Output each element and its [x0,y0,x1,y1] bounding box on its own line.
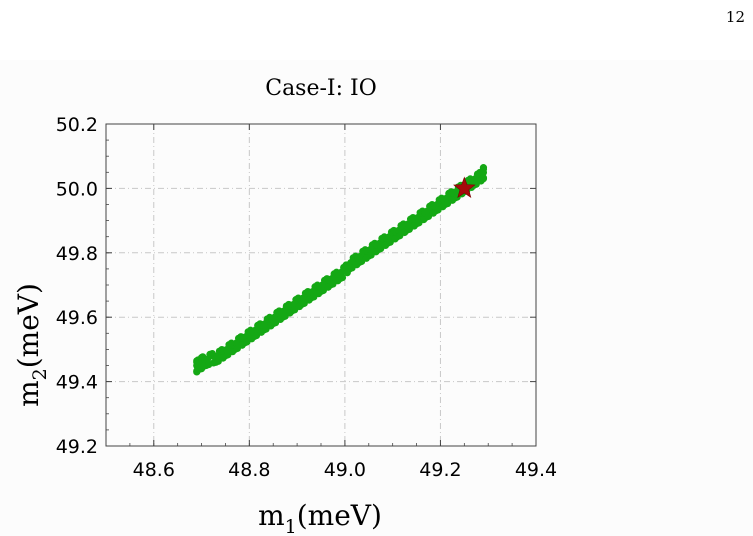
frame-ticks [105,123,537,447]
y-tick-label: 50.0 [56,178,98,200]
page-number: 12 [725,8,745,26]
data-points [193,164,488,376]
chart-container: Case-I: IO 48.6 48.8 49.0 49.2 49.4 49.2 49.4… [0,60,753,536]
y-axis-label: m2(meV) [12,283,51,407]
star-marker [453,176,476,198]
data-point [343,269,351,277]
y-tick-labels: 49.2 49.4 49.6 49.8 50.0 50.2 [56,114,98,458]
x-tick-labels: 48.6 48.8 49.0 49.2 49.4 [133,459,558,481]
x-axis-label: m1(meV) [258,499,382,536]
data-point [479,164,488,172]
chart-title: Case-I: IO [265,76,377,101]
data-point [479,174,488,182]
y-tick-label: 49.4 [56,372,98,394]
y-tick-label: 50.2 [56,114,98,136]
scatter-chart: Case-I: IO 48.6 48.8 49.0 49.2 49.4 49.2 49.4… [12,76,558,536]
x-tick-label: 48.8 [228,459,270,481]
best-fit-star-icon [453,176,476,198]
x-tick-label: 48.6 [133,459,175,481]
x-tick-label: 49.4 [515,459,557,481]
x-tick-label: 49.0 [324,459,366,481]
x-tick-label: 49.2 [419,459,461,481]
y-tick-label: 49.2 [56,436,98,458]
y-tick-label: 49.6 [56,307,98,329]
data-point [338,273,347,282]
y-tick-label: 49.8 [56,243,98,265]
